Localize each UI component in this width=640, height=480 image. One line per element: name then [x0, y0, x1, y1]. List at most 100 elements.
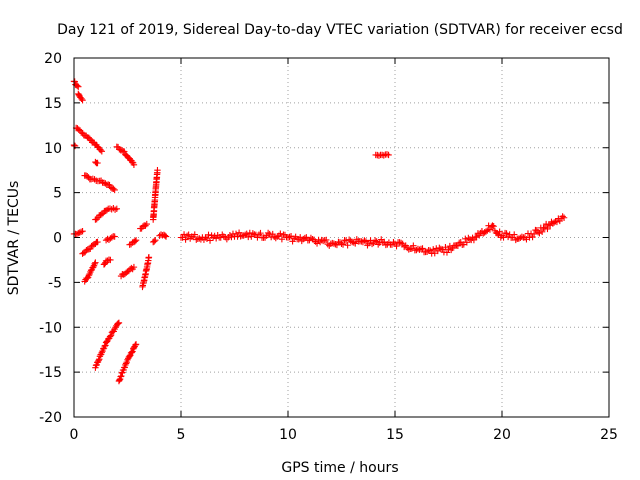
data-point [77, 228, 85, 235]
y-axis-label: SDTVAR / TECUs [6, 181, 22, 296]
series-arc-21 [92, 319, 123, 371]
series-arc-17 [137, 220, 150, 232]
data-point [94, 159, 101, 167]
data-point [482, 228, 490, 235]
data-point [161, 232, 169, 239]
data-point [191, 231, 198, 238]
data-point [232, 230, 240, 238]
data-point [385, 151, 392, 159]
data-point [203, 235, 211, 243]
data-point [560, 214, 568, 221]
data-point [373, 238, 380, 245]
data-point [132, 341, 140, 348]
data-point [108, 234, 116, 241]
data-point [128, 349, 135, 356]
data-point [361, 237, 368, 244]
data-point [396, 239, 403, 246]
data-point [113, 205, 120, 212]
data-point [196, 235, 203, 242]
series-arc-14 [117, 263, 138, 280]
data-point [71, 78, 78, 85]
series-main-track [177, 213, 568, 257]
data-point [145, 254, 153, 261]
data-point [110, 185, 117, 192]
data-points [70, 78, 568, 385]
data-point [350, 239, 357, 246]
data-point [410, 242, 417, 249]
data-point [463, 239, 471, 246]
data-point [330, 240, 338, 247]
data-point [106, 333, 114, 340]
data-point [416, 246, 423, 253]
data-point [209, 234, 217, 241]
data-point [544, 225, 551, 233]
data-point [319, 237, 327, 245]
data-point [121, 148, 128, 155]
data-point [212, 235, 220, 242]
y-tick-label: 15 [44, 96, 62, 112]
data-point [313, 240, 321, 247]
data-point [269, 230, 276, 238]
y-tick-label: -20 [39, 410, 62, 426]
data-point [118, 372, 125, 380]
series-arc-23 [372, 151, 392, 159]
data-point [518, 233, 526, 241]
data-point [243, 230, 250, 238]
data-point [130, 263, 138, 271]
series-arc-8 [92, 204, 120, 223]
series-arc-6 [81, 172, 118, 194]
data-point [122, 361, 129, 369]
series-arc-11 [102, 233, 118, 244]
data-point [512, 236, 519, 244]
series-arc-22 [115, 341, 140, 385]
data-point [426, 247, 434, 254]
data-point [400, 243, 408, 251]
series-arc-10 [79, 238, 101, 257]
data-point [206, 237, 214, 244]
data-point [503, 230, 510, 237]
data-point [257, 229, 264, 237]
data-point [107, 256, 114, 264]
series-arc-15 [126, 236, 140, 248]
data-point [114, 320, 122, 327]
data-point [95, 357, 102, 364]
data-point [284, 234, 292, 241]
data-point [130, 344, 138, 352]
data-point [132, 236, 140, 244]
y-tick-label: -5 [48, 275, 62, 291]
data-point [116, 376, 123, 384]
data-point [107, 332, 115, 339]
series-arc-7 [113, 143, 138, 169]
chart-title: Day 121 of 2019, Sidereal Day-to-day VTE… [57, 22, 623, 38]
data-point [183, 232, 191, 240]
series-arc-16 [139, 254, 153, 291]
data-point [530, 230, 538, 238]
data-point [339, 241, 347, 248]
series-arc-2 [75, 90, 86, 104]
data-point [490, 223, 497, 230]
data-point [90, 263, 97, 271]
data-point [278, 236, 286, 243]
data-point [152, 236, 159, 244]
data-point [205, 231, 212, 239]
data-point [443, 249, 451, 256]
data-point [408, 245, 416, 252]
data-point [73, 230, 81, 238]
data-point [98, 349, 106, 356]
data-point [538, 228, 546, 236]
data-point [103, 206, 111, 214]
series-arc-4 [72, 124, 106, 155]
data-point [93, 216, 100, 223]
data-point [303, 234, 310, 241]
data-point [127, 349, 135, 357]
data-point [78, 95, 85, 103]
y-tick-label: 5 [53, 186, 62, 202]
data-point [430, 246, 437, 253]
y-tick-label: -10 [39, 320, 62, 336]
series-arc-1 [70, 78, 82, 90]
data-point [235, 229, 243, 236]
data-point [249, 230, 257, 237]
data-point [264, 229, 272, 237]
data-point [423, 248, 431, 256]
